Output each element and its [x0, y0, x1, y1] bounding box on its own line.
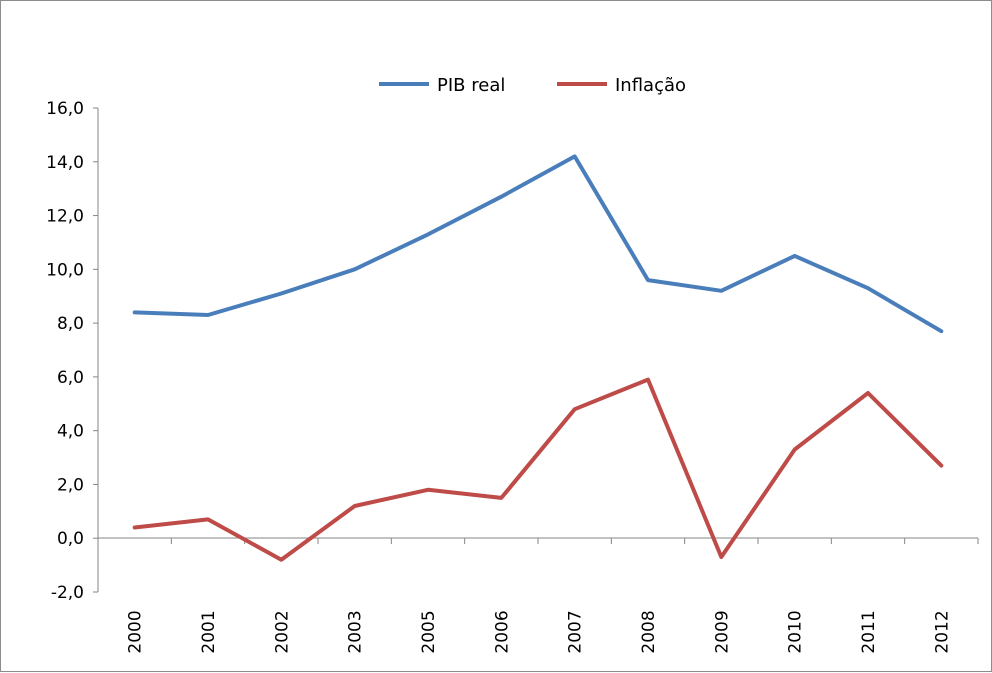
y-axis: 16,0 14,0 12,0 10,0 8,0 6,0 4,0 2,0 0,0 -2,0 — [46, 99, 98, 603]
series-line-1 — [135, 156, 942, 331]
series-layer — [135, 156, 942, 560]
x-tick-label: 2008 — [639, 610, 659, 653]
legend-label: PIB real — [437, 75, 505, 96]
y-tick-label: 8,0 — [57, 314, 84, 334]
x-tick-label: 2003 — [346, 610, 366, 653]
y-tick-label: 0,0 — [57, 529, 84, 549]
y-tick-label: 16,0 — [46, 99, 84, 119]
series-line-2 — [135, 380, 942, 560]
x-tick-label: 2012 — [932, 610, 952, 653]
x-tick-label: 2001 — [199, 610, 219, 653]
y-tick-label: 10,0 — [46, 260, 84, 280]
legend: PIB real Inflação — [379, 75, 686, 96]
x-tick-label: 2011 — [859, 610, 879, 653]
x-tick-label: 2006 — [492, 610, 512, 653]
y-tick-label: 6,0 — [57, 368, 84, 388]
x-tick-label: 2007 — [566, 610, 586, 653]
x-tick-label: 2002 — [272, 610, 292, 653]
x-axis: 2000 2001 2002 2003 2005 2006 2007 2008 2009 2010… — [98, 538, 978, 654]
y-tick-label: 2,0 — [57, 475, 84, 495]
y-tick-label: -2,0 — [51, 583, 84, 603]
x-tick-label: 2005 — [419, 610, 439, 653]
legend-label: Inflação — [615, 75, 686, 96]
x-tick-label: 2009 — [712, 610, 732, 653]
y-tick-label: 14,0 — [46, 153, 84, 173]
y-tick-label: 4,0 — [57, 422, 84, 442]
y-tick-label: 12,0 — [46, 207, 84, 227]
x-tick-label: 2000 — [126, 610, 146, 653]
x-tick-label: 2010 — [786, 610, 806, 653]
